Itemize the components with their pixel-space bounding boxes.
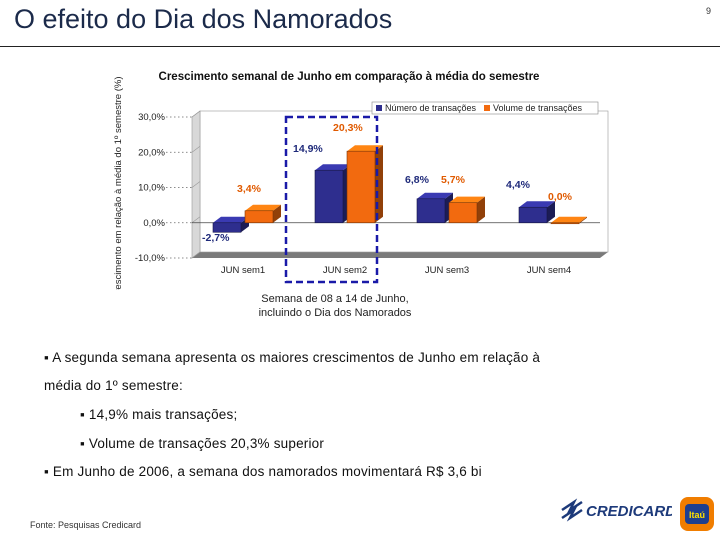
bullet-1-line-2: média do 1º semestre: xyxy=(44,378,183,393)
bar xyxy=(416,198,446,224)
y-gridline-depth xyxy=(191,146,201,153)
data-label: -2,7% xyxy=(202,232,230,244)
y-tick-label: 0,0% xyxy=(143,218,165,229)
data-label: 4,4% xyxy=(506,179,531,191)
x-tick-label: JUN sem1 xyxy=(221,265,265,276)
bar xyxy=(346,150,376,224)
chart-title: Crescimento semanal de Junho em comparaç… xyxy=(159,71,540,83)
page-number: 9 xyxy=(705,6,711,16)
bullet-1-line-1: ▪ A segunda semana apresenta os maiores … xyxy=(44,350,541,365)
bar-top xyxy=(551,216,587,223)
bar-top xyxy=(347,145,383,152)
page-title: O efeito do Dia dos Namorados xyxy=(14,4,393,34)
data-label: 20,3% xyxy=(333,122,363,134)
chart-floor xyxy=(192,252,608,258)
bar-side xyxy=(273,204,281,223)
x-tick-label: JUN sem3 xyxy=(425,265,469,276)
data-label: 5,7% xyxy=(441,174,466,186)
itau-logo: Itaú xyxy=(679,496,715,537)
itau-wordmark: Itaú xyxy=(689,510,705,520)
y-tick-label: -10,0% xyxy=(135,253,166,264)
sub-bullet-1: ▪ 14,9% mais transações; xyxy=(80,407,238,422)
source-note: Fonte: Pesquisas Credicard xyxy=(30,520,142,530)
bar-top xyxy=(417,192,453,199)
chart-back-wall xyxy=(199,110,609,253)
bar xyxy=(314,169,344,224)
bar xyxy=(550,222,580,225)
bullet-2: ▪ Em Junho de 2006, a semana dos namorad… xyxy=(44,464,482,479)
bar-top xyxy=(245,204,281,211)
y-axis-label: crescimento em relação à média do 1º sem… xyxy=(113,76,124,290)
title-divider xyxy=(0,46,720,47)
data-label: 3,4% xyxy=(237,183,262,195)
y-tick-label: 20,0% xyxy=(138,147,165,158)
bar-top xyxy=(213,216,249,223)
credicard-wordmark: CREDICARD xyxy=(586,503,672,520)
y-tick-label: 10,0% xyxy=(138,183,165,194)
bar xyxy=(448,202,478,224)
bar-side xyxy=(547,201,555,223)
y-tick-label: 30,0% xyxy=(138,112,165,123)
highlight-box xyxy=(284,115,379,284)
bar-side xyxy=(579,216,587,224)
credicard-logo: CREDICARD xyxy=(560,498,676,527)
y-gridline-depth xyxy=(191,181,201,188)
x-tick-label: JUN sem2 xyxy=(323,265,367,276)
x-tick-label: JUN sem4 xyxy=(527,265,571,276)
legend-swatch xyxy=(484,105,490,111)
legend-label: Número de transações xyxy=(385,103,477,113)
bar-top xyxy=(519,201,555,208)
legend-swatch xyxy=(376,105,382,111)
legend-label: Volume de transações xyxy=(493,103,583,113)
bar-side xyxy=(477,196,485,223)
data-label: 6,8% xyxy=(405,174,430,186)
bar xyxy=(518,206,548,224)
bar-top xyxy=(315,164,351,171)
y-gridline-depth xyxy=(191,110,201,118)
data-label: 14,9% xyxy=(293,143,323,155)
caption-line-1: Semana de 08 a 14 de Junho, xyxy=(261,293,409,305)
bar-top xyxy=(449,196,485,203)
chart-caption: Semana de 08 a 14 de Junho, incluindo o … xyxy=(215,292,455,320)
sub-bullet-2: ▪ Volume de transações 20,3% superior xyxy=(80,436,325,451)
bar xyxy=(212,222,242,233)
y-gridline-depth xyxy=(191,216,201,223)
caption-line-2: incluindo o Dia dos Namorados xyxy=(258,307,412,319)
data-label: 0,0% xyxy=(548,191,573,203)
bar xyxy=(244,210,274,224)
y-gridline-depth xyxy=(191,251,201,259)
bar-chart: Crescimento semanal de Junho em comparaç… xyxy=(113,71,609,290)
